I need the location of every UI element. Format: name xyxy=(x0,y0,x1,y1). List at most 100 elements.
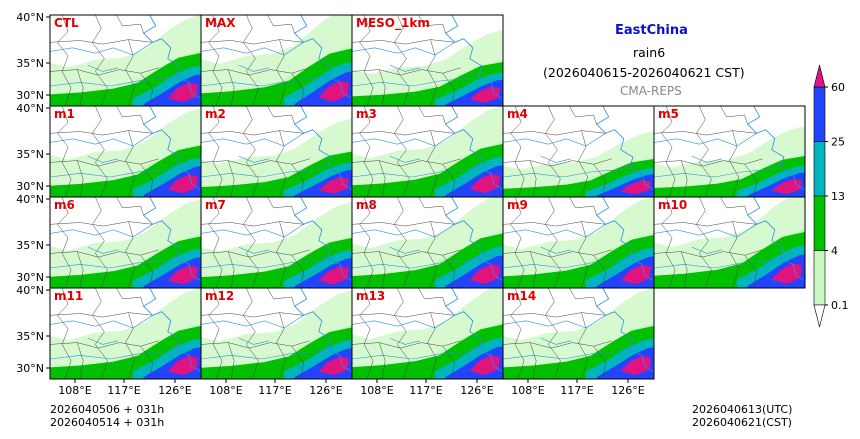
province-border xyxy=(208,288,223,379)
river xyxy=(201,71,332,87)
panel-label: m12 xyxy=(205,289,234,303)
province-border xyxy=(201,67,310,76)
river xyxy=(503,224,606,238)
coastline xyxy=(746,197,805,282)
province-border xyxy=(442,73,455,106)
province-border xyxy=(116,15,144,34)
river xyxy=(503,315,606,329)
province-border xyxy=(50,67,159,76)
colorbar-segment xyxy=(813,141,826,197)
coastline xyxy=(293,15,352,100)
province-border xyxy=(744,164,757,197)
province-border xyxy=(510,288,525,379)
province-border xyxy=(578,221,588,288)
map-panel-m1: m1 xyxy=(49,105,202,198)
province-border xyxy=(201,221,304,227)
longitude-tick-label: 108°E xyxy=(209,384,242,397)
province-border xyxy=(695,197,712,288)
coastline xyxy=(293,288,352,373)
province-border xyxy=(680,251,688,288)
panel-label: m6 xyxy=(54,198,75,212)
province-border xyxy=(729,130,739,197)
province-border xyxy=(352,312,455,318)
map-panel-m6: m6 xyxy=(49,196,202,289)
province-border xyxy=(418,197,446,216)
river xyxy=(201,253,332,269)
latitude-tick-label: 35°N xyxy=(16,57,44,70)
longitude-tick-label: 126°E xyxy=(611,384,644,397)
latitude-tick-label: 40°N xyxy=(16,11,44,24)
province-border xyxy=(352,67,461,76)
province-border xyxy=(418,106,446,125)
province-border xyxy=(50,340,159,349)
coastline xyxy=(444,106,503,191)
map-panel-m11: m11 xyxy=(49,287,202,380)
province-border xyxy=(76,160,84,197)
province-border xyxy=(227,342,235,379)
province-border xyxy=(208,197,223,288)
river xyxy=(352,344,483,360)
longitude-tick-label: 117°E xyxy=(409,384,442,397)
province-border xyxy=(359,197,374,288)
panel-label: m7 xyxy=(205,198,226,212)
river xyxy=(238,64,269,72)
map-panel-m8: m8 xyxy=(351,196,504,289)
river xyxy=(389,246,420,254)
province-border xyxy=(76,251,84,288)
province-border xyxy=(291,346,304,379)
river xyxy=(50,162,181,178)
map-panel-m10: m10 xyxy=(653,196,806,289)
river xyxy=(50,315,153,329)
province-border xyxy=(393,197,410,288)
latitude-tick-label: 40°N xyxy=(16,284,44,297)
province-border xyxy=(291,255,304,288)
river xyxy=(503,133,606,147)
coastline xyxy=(142,15,201,100)
province-border xyxy=(442,164,455,197)
province-border xyxy=(569,197,597,216)
panel-label: MAX xyxy=(205,16,236,30)
panel-frame xyxy=(653,196,806,289)
province-border xyxy=(503,130,606,136)
province-border xyxy=(427,221,437,288)
province-border xyxy=(593,346,606,379)
province-border xyxy=(291,164,304,197)
province-border xyxy=(544,106,561,197)
coastline xyxy=(444,197,503,282)
coastline xyxy=(595,106,654,191)
valid-time-utc: 2026040613(UTC) xyxy=(692,403,793,416)
province-border xyxy=(276,312,286,379)
province-border xyxy=(654,221,757,227)
longitude-tick-label: 108°E xyxy=(360,384,393,397)
province-border xyxy=(359,106,374,197)
river xyxy=(654,133,757,147)
longitude-tick-label: 117°E xyxy=(107,384,140,397)
province-border xyxy=(352,249,461,258)
latitude-tick-label: 30°N xyxy=(16,89,44,102)
river xyxy=(201,344,332,360)
panel-label: m8 xyxy=(356,198,377,212)
province-border xyxy=(544,288,561,379)
river xyxy=(389,155,420,163)
province-border xyxy=(529,160,537,197)
province-border xyxy=(116,197,144,216)
river xyxy=(238,155,269,163)
rain-magenta xyxy=(620,180,651,195)
province-border xyxy=(50,158,159,167)
province-border xyxy=(359,15,374,106)
province-border xyxy=(91,197,108,288)
river xyxy=(50,133,153,147)
province-border xyxy=(510,197,525,288)
panel-label: m4 xyxy=(507,107,528,121)
colorbar-segment xyxy=(813,250,826,306)
map-panel-m12: m12 xyxy=(200,287,353,380)
longitude-tick-label: 126°E xyxy=(460,384,493,397)
river xyxy=(503,162,634,178)
panel-label: m10 xyxy=(658,198,687,212)
province-border xyxy=(242,106,259,197)
province-border xyxy=(76,342,84,379)
province-border xyxy=(116,106,144,125)
river xyxy=(201,162,332,178)
province-border xyxy=(720,197,748,216)
colorbar-extend-top xyxy=(813,64,826,88)
